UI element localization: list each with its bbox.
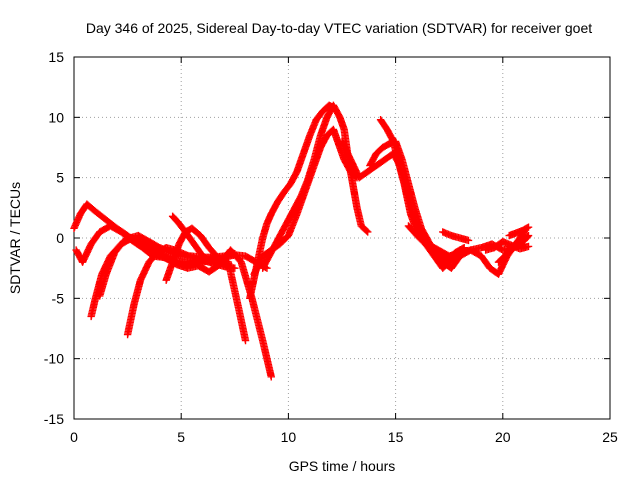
data-point [464, 236, 473, 245]
data-point [364, 228, 372, 236]
y-tick-label: 0 [56, 230, 64, 246]
y-tick-label: -15 [44, 411, 64, 427]
data-point [455, 247, 463, 255]
series-track-6 [162, 224, 230, 284]
x-tick-label: 20 [495, 429, 511, 445]
data-point [241, 336, 250, 345]
y-tick-label: 5 [56, 170, 64, 186]
series-track-12 [366, 137, 468, 264]
series-track-10 [258, 101, 372, 272]
data-point [231, 264, 239, 272]
data-point [221, 259, 229, 268]
y-axis-label: SDTVAR / TECUs [7, 182, 23, 294]
series-track-7 [168, 212, 215, 266]
x-tick-label: 5 [177, 429, 185, 445]
y-tick-label: -10 [44, 351, 64, 367]
x-tick-label: 0 [70, 429, 78, 445]
data-point [524, 223, 533, 231]
series-track-18 [505, 223, 533, 240]
y-tick-label: -5 [52, 290, 65, 306]
data-point [206, 257, 214, 265]
series-track-13 [376, 116, 464, 272]
data-point [523, 224, 531, 232]
series-track-17 [494, 231, 533, 266]
data-point [524, 242, 533, 251]
series-track-5 [123, 243, 239, 339]
data-point [231, 249, 239, 258]
y-tick-label: 10 [48, 109, 64, 125]
chart-title: Day 346 of 2025, Sidereal Day-to-day VTE… [86, 20, 592, 36]
x-tick-label: 25 [602, 429, 618, 445]
data-point [456, 246, 464, 254]
data-point [267, 373, 275, 381]
data-point [207, 258, 215, 266]
data-point [523, 232, 532, 241]
x-tick-label: 15 [388, 429, 404, 445]
data-point [222, 260, 230, 269]
data-point [124, 235, 133, 243]
data-point [460, 243, 468, 252]
data-point [362, 227, 371, 235]
y-tick-label: 15 [48, 49, 64, 65]
data-point [524, 231, 533, 240]
axes: 0 5 10 15 20 25 -15 -10 -5 0 5 10 15 [44, 49, 618, 445]
data-points [70, 101, 533, 381]
x-tick-label: 10 [281, 429, 297, 445]
x-axis-label: GPS time / hours [289, 458, 396, 474]
series-track-15 [439, 228, 473, 245]
